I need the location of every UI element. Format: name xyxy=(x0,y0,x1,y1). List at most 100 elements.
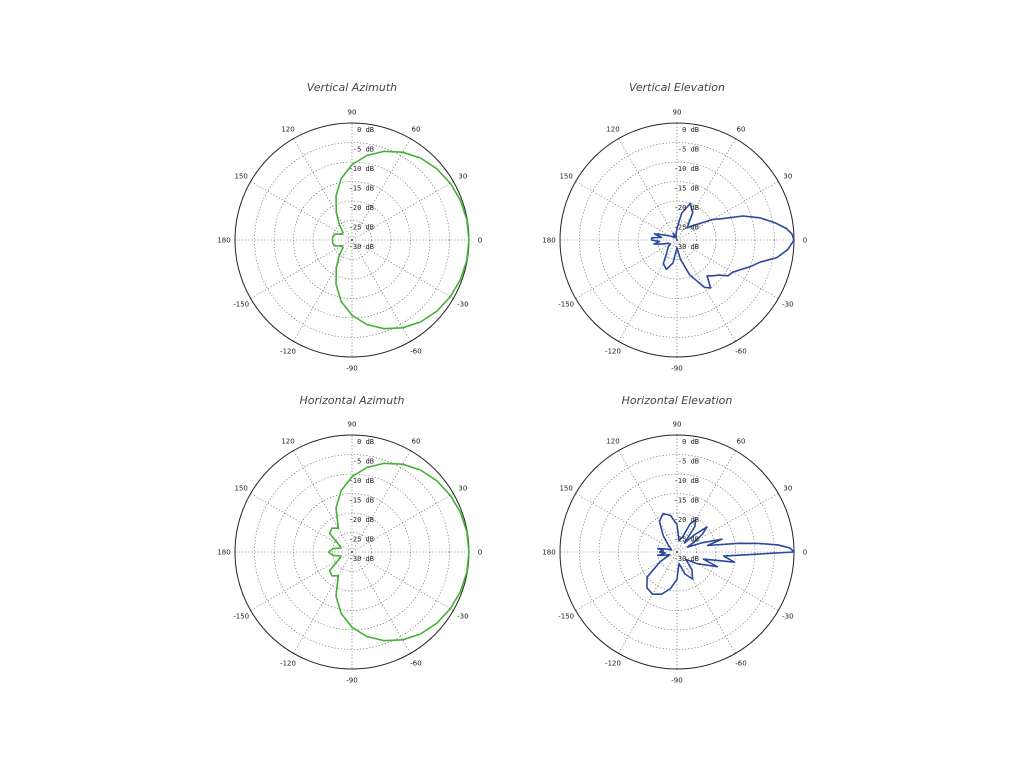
db-tick-label: -30 dB xyxy=(674,243,699,251)
grid-ring xyxy=(637,200,717,280)
db-tick-label: -25 dB xyxy=(349,224,374,232)
angle-tick-label: 30 xyxy=(458,173,467,181)
chart-title: Horizontal Azimuth xyxy=(300,394,405,407)
grid-ring xyxy=(254,142,450,338)
angle-tick-label: 30 xyxy=(783,485,792,493)
angle-tick-label: -60 xyxy=(410,659,421,667)
angle-tick-label: -120 xyxy=(280,659,296,667)
grid-spoke xyxy=(676,138,736,241)
grid-ring xyxy=(332,532,372,572)
angle-tick-label: 60 xyxy=(737,126,746,134)
angle-tick-label: 0 xyxy=(478,549,482,557)
db-tick-label: -15 dB xyxy=(349,185,374,193)
db-tick-label: -15 dB xyxy=(349,497,374,505)
radiation-pattern-line xyxy=(327,462,470,642)
db-tick-label: -20 dB xyxy=(674,516,699,524)
db-tick-label: 0 dB xyxy=(357,126,374,134)
angle-tick-label: -60 xyxy=(735,347,746,355)
angle-tick-label: 180 xyxy=(217,549,230,557)
angle-tick-label: -30 xyxy=(782,613,793,621)
angle-tick-label: -150 xyxy=(233,301,249,309)
db-tick-label: -20 dB xyxy=(674,204,699,212)
db-tick-label: -10 dB xyxy=(674,477,699,485)
angle-tick-label: 90 xyxy=(348,109,357,117)
radiation-pattern-line xyxy=(650,202,795,289)
db-tick-label: -15 dB xyxy=(674,185,699,193)
grid-spoke xyxy=(575,181,678,241)
angle-tick-label: -60 xyxy=(735,659,746,667)
angle-tick-label: 30 xyxy=(783,173,792,181)
grid-spoke xyxy=(351,450,411,553)
pattern-plot xyxy=(650,202,795,289)
angle-tick-label: 30 xyxy=(458,485,467,493)
pattern-plot xyxy=(646,512,795,596)
db-tick-label: -25 dB xyxy=(674,224,699,232)
angle-tick-label: 150 xyxy=(559,485,572,493)
chart-title: Vertical Elevation xyxy=(629,81,725,94)
db-tick-label: -5 dB xyxy=(353,458,374,466)
grid-ring xyxy=(273,161,431,319)
grid-ring xyxy=(293,181,411,299)
grid xyxy=(559,122,795,358)
grid-ring xyxy=(579,454,775,650)
angle-tick-label: 60 xyxy=(737,438,746,446)
grid xyxy=(559,434,795,670)
grid-ring xyxy=(273,473,431,631)
chart-title: Horizontal Elevation xyxy=(622,394,733,407)
grid-spoke xyxy=(250,551,353,611)
grid-ring xyxy=(657,532,697,572)
db-tick-label: -10 dB xyxy=(674,165,699,173)
grid xyxy=(234,122,470,358)
angle-tick-label: -30 xyxy=(457,301,468,309)
grid-spoke xyxy=(575,493,678,553)
db-tick-label: -10 dB xyxy=(349,477,374,485)
grid-spoke xyxy=(618,138,678,241)
angle-tick-label: 60 xyxy=(412,438,421,446)
chart-title: Vertical Azimuth xyxy=(307,81,397,94)
angle-tick-label: -90 xyxy=(671,365,682,373)
angle-tick-label: -150 xyxy=(558,301,574,309)
radiation-pattern-line xyxy=(646,512,795,596)
pattern-plot xyxy=(331,150,470,330)
grid-ring xyxy=(312,200,392,280)
angle-tick-label: -150 xyxy=(233,613,249,621)
db-tick-label: -25 dB xyxy=(674,536,699,544)
axis-labels: 0 30 60 90 120 150 180 -150 -120 -90 -60 -30 0 dB -5 … xyxy=(542,421,807,685)
db-tick-label: -20 dB xyxy=(349,516,374,524)
grid-spoke xyxy=(676,450,736,553)
angle-tick-label: 150 xyxy=(559,173,572,181)
angle-tick-label: -90 xyxy=(346,677,357,685)
angle-tick-label: -120 xyxy=(605,659,621,667)
panel-horizontal-elevation: Horizontal Elevation 0 30 60 90 120 150 180 -15… xyxy=(542,394,807,685)
grid-spoke xyxy=(575,239,678,299)
grid-spoke xyxy=(250,239,353,299)
db-tick-label: -30 dB xyxy=(349,555,374,563)
angle-tick-label: 120 xyxy=(606,438,619,446)
angle-tick-label: 180 xyxy=(217,237,230,245)
angle-tick-label: -150 xyxy=(558,613,574,621)
grid-ring xyxy=(254,454,450,650)
angle-tick-label: 180 xyxy=(542,549,555,557)
db-tick-label: -15 dB xyxy=(674,497,699,505)
db-tick-label: -20 dB xyxy=(349,204,374,212)
angle-tick-label: -90 xyxy=(346,365,357,373)
angle-tick-label: -30 xyxy=(782,301,793,309)
panel-vertical-elevation: Vertical Elevation 0 30 60 90 120 150 180 -150 -… xyxy=(542,81,807,373)
angle-tick-label: 120 xyxy=(606,126,619,134)
grid-spoke xyxy=(351,138,411,241)
angle-tick-label: 60 xyxy=(412,126,421,134)
grid-spoke xyxy=(293,450,353,553)
angle-tick-label: 150 xyxy=(234,485,247,493)
db-tick-label: -25 dB xyxy=(349,536,374,544)
grid-ring xyxy=(312,512,392,592)
angle-tick-label: 0 xyxy=(478,237,482,245)
grid-ring xyxy=(657,220,697,260)
radiation-pattern-line xyxy=(331,150,470,330)
grid-ring xyxy=(598,473,756,631)
db-tick-label: 0 dB xyxy=(682,438,699,446)
axis-labels: 0 30 60 90 120 150 180 -150 -120 -90 -60 -30 0 dB -5 … xyxy=(217,109,482,373)
angle-tick-label: 120 xyxy=(281,438,294,446)
angle-tick-label: -30 xyxy=(457,613,468,621)
grid-ring xyxy=(293,493,411,611)
